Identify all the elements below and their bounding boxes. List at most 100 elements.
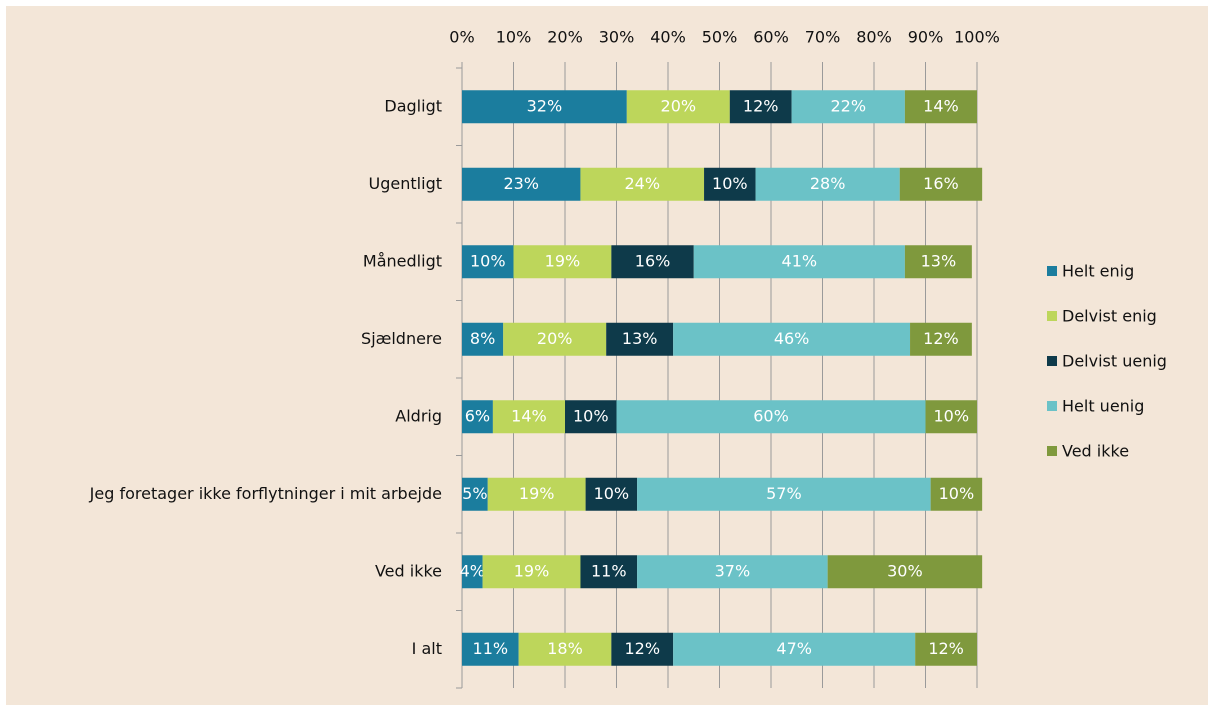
bar-segment [915, 632, 977, 666]
y-tick-label: Sjældnere [361, 329, 442, 348]
bar-segment [899, 167, 983, 201]
x-tick-label: 90% [908, 28, 944, 47]
legend-label: Ved ikke [1062, 442, 1129, 461]
data-label: 16% [635, 251, 671, 270]
data-label: 22% [830, 96, 866, 115]
legend-swatch [1047, 266, 1057, 276]
x-tick-label: 40% [650, 28, 686, 47]
bar-segment [585, 477, 638, 511]
data-label: 4% [460, 561, 485, 580]
data-label: 10% [594, 484, 630, 503]
data-label: 19% [514, 561, 550, 580]
bar-segment [565, 400, 617, 434]
data-label: 10% [573, 406, 609, 425]
legend-label: Delvist enig [1062, 307, 1157, 326]
bar-segment [462, 400, 493, 434]
data-label: 14% [923, 96, 959, 115]
data-label: 12% [928, 639, 964, 658]
bar-segment [492, 400, 565, 434]
y-tick-label: I alt [412, 639, 442, 658]
bar-segment [513, 245, 612, 279]
legend-label: Helt enig [1062, 262, 1134, 281]
x-tick-label: 100% [954, 28, 1000, 47]
bar-segment [487, 477, 586, 511]
bar-segment [930, 477, 983, 511]
bar-segment [704, 167, 756, 201]
bar-segment [611, 245, 694, 279]
data-label: 20% [537, 329, 573, 348]
data-label: 47% [776, 639, 812, 658]
y-tick-label: Aldrig [395, 406, 442, 425]
data-label: 8% [470, 329, 495, 348]
y-tick-label: Jeg foretager ikke forflytninger i mit a… [89, 484, 442, 503]
bar-segment [462, 167, 581, 201]
bar-segment [606, 322, 674, 356]
data-label: 12% [923, 329, 959, 348]
data-label: 10% [939, 484, 975, 503]
bar-segment [580, 167, 705, 201]
data-label: 10% [933, 406, 969, 425]
legend-label: Helt uenig [1062, 397, 1144, 416]
bar-segment [482, 555, 581, 589]
bar-segment [462, 322, 504, 356]
data-label: 16% [923, 174, 959, 193]
bar-segment [503, 322, 607, 356]
x-tick-label: 80% [856, 28, 892, 47]
data-label: 24% [624, 174, 660, 193]
bar-segment [673, 322, 911, 356]
data-label: 11% [473, 639, 509, 658]
bar-segment [925, 400, 977, 434]
data-label: 46% [774, 329, 810, 348]
bar-segment [673, 632, 916, 666]
data-label: 57% [766, 484, 802, 503]
data-label: 6% [465, 406, 490, 425]
data-label: 11% [591, 561, 627, 580]
data-label: 23% [503, 174, 539, 193]
bar-segment [462, 477, 488, 511]
bar-segment [626, 90, 730, 124]
bar-segment [755, 167, 900, 201]
data-label: 13% [622, 329, 658, 348]
legend-swatch [1047, 446, 1057, 456]
data-label: 10% [712, 174, 748, 193]
bar-segment [611, 632, 674, 666]
bar-segment [462, 555, 483, 589]
data-label: 32% [527, 96, 563, 115]
data-label: 19% [545, 251, 581, 270]
bar-segment [462, 632, 519, 666]
bar-segment [904, 245, 972, 279]
x-tick-label: 70% [805, 28, 841, 47]
x-tick-label: 30% [599, 28, 635, 47]
bar-segment [462, 90, 627, 124]
data-label: 60% [753, 406, 789, 425]
legend-swatch [1047, 401, 1057, 411]
legend-swatch [1047, 311, 1057, 321]
bar-segment [729, 90, 792, 124]
data-label: 12% [624, 639, 660, 658]
x-tick-label: 10% [496, 28, 532, 47]
data-label: 13% [921, 251, 957, 270]
data-label: 14% [511, 406, 547, 425]
bar-segment [910, 322, 972, 356]
data-label: 30% [887, 561, 923, 580]
x-tick-label: 50% [702, 28, 738, 47]
data-label: 41% [782, 251, 818, 270]
legend-swatch [1047, 356, 1057, 366]
bar-segment [637, 555, 828, 589]
bar-segment [518, 632, 612, 666]
y-tick-label: Månedligt [363, 251, 442, 270]
legend-label: Delvist uenig [1062, 352, 1167, 371]
data-label: 19% [519, 484, 555, 503]
bar-segment [827, 555, 983, 589]
data-label: 37% [715, 561, 751, 580]
y-tick-label: Ved ikke [375, 561, 442, 580]
bar-segment [637, 477, 931, 511]
bar-segment [580, 555, 638, 589]
data-label: 5% [462, 484, 487, 503]
x-tick-label: 60% [753, 28, 789, 47]
data-label: 20% [661, 96, 697, 115]
data-label: 28% [810, 174, 846, 193]
x-tick-label: 20% [547, 28, 583, 47]
y-tick-label: Ugentligt [369, 174, 442, 193]
data-label: 18% [547, 639, 583, 658]
